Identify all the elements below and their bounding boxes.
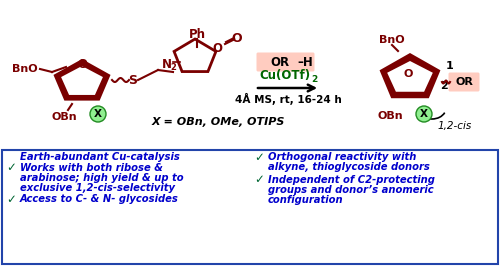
Polygon shape bbox=[387, 61, 433, 92]
Text: Works with both ribose &: Works with both ribose & bbox=[20, 163, 163, 173]
Text: OBn: OBn bbox=[377, 111, 403, 121]
Text: 1: 1 bbox=[446, 61, 454, 71]
Text: BnO: BnO bbox=[12, 64, 38, 74]
Text: 2: 2 bbox=[440, 81, 448, 91]
Text: OBn: OBn bbox=[51, 112, 77, 122]
Text: ✓: ✓ bbox=[254, 151, 264, 164]
Text: –H: –H bbox=[297, 56, 313, 69]
Text: arabinose; high yield & up to: arabinose; high yield & up to bbox=[20, 173, 184, 183]
Text: 2: 2 bbox=[170, 63, 176, 72]
Text: ✓: ✓ bbox=[254, 173, 264, 186]
Text: exclusive 1,2-cis-selectivity: exclusive 1,2-cis-selectivity bbox=[20, 183, 175, 193]
FancyBboxPatch shape bbox=[2, 150, 498, 264]
Polygon shape bbox=[61, 66, 103, 95]
Text: OR: OR bbox=[270, 56, 289, 69]
Text: ✓: ✓ bbox=[6, 161, 16, 174]
Circle shape bbox=[416, 106, 432, 122]
Text: X: X bbox=[420, 109, 428, 119]
Text: O: O bbox=[77, 57, 87, 70]
Text: Orthogonal reactivity with: Orthogonal reactivity with bbox=[268, 152, 416, 162]
Text: groups and donor’s anomeric: groups and donor’s anomeric bbox=[268, 185, 434, 195]
Text: Ph: Ph bbox=[188, 28, 206, 41]
Text: Earth-abundant Cu-catalysis: Earth-abundant Cu-catalysis bbox=[20, 152, 180, 162]
Text: BnO: BnO bbox=[379, 35, 405, 45]
Text: OR: OR bbox=[455, 77, 473, 87]
Text: S: S bbox=[128, 73, 138, 86]
Text: O: O bbox=[404, 69, 412, 79]
FancyBboxPatch shape bbox=[448, 73, 480, 92]
Text: 2: 2 bbox=[311, 74, 317, 84]
Text: X: X bbox=[94, 109, 102, 119]
Text: Cu(OTf): Cu(OTf) bbox=[260, 69, 310, 82]
Text: N: N bbox=[162, 59, 172, 72]
Text: X = OBn, OMe, OTIPS: X = OBn, OMe, OTIPS bbox=[152, 117, 284, 127]
Text: O: O bbox=[232, 32, 242, 45]
Text: 1,2-cis: 1,2-cis bbox=[438, 121, 472, 131]
Polygon shape bbox=[380, 53, 440, 98]
Text: alkyne, thioglycoside donors: alkyne, thioglycoside donors bbox=[268, 162, 430, 172]
Polygon shape bbox=[54, 59, 110, 101]
Text: ✓: ✓ bbox=[6, 193, 16, 206]
Text: Access to C- & N- glycosides: Access to C- & N- glycosides bbox=[20, 194, 179, 204]
FancyBboxPatch shape bbox=[256, 52, 314, 72]
Circle shape bbox=[90, 106, 106, 122]
Text: 4Å MS, rt, 16-24 h: 4Å MS, rt, 16-24 h bbox=[234, 93, 342, 105]
Text: configuration: configuration bbox=[268, 195, 344, 205]
Text: Independent of C2-protecting: Independent of C2-protecting bbox=[268, 175, 435, 185]
Text: O: O bbox=[212, 43, 222, 56]
